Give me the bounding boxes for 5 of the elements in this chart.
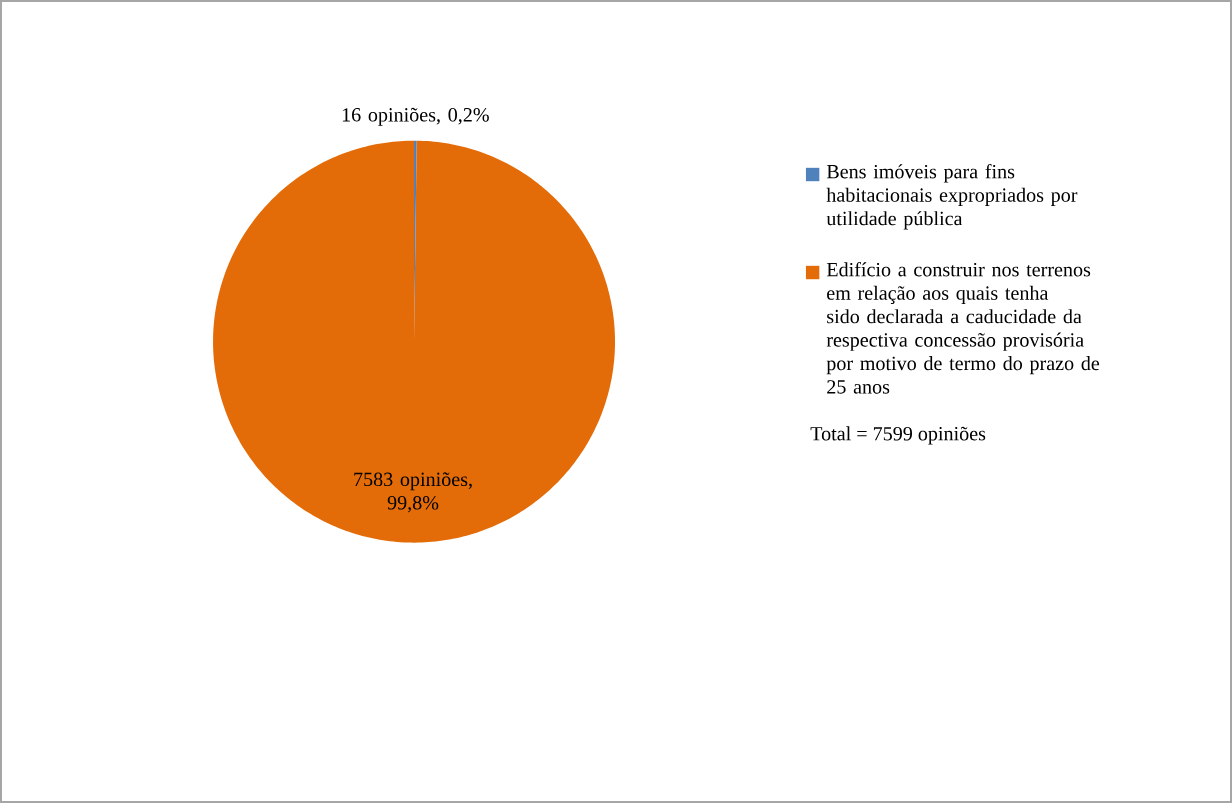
data-label: 7583 opiniões, 99,8%	[354, 472, 472, 513]
text: Total = 7599 opiniões	[810, 426, 986, 445]
data-label: 16 opiniões, 0,2%	[342, 107, 489, 126]
legend-label: Bens imóveis para fins habitacionais expropriados por utilidade pública	[826, 164, 1078, 230]
legend-label: Edifício a construir nos terrenos em relação aos quais tenha sido declarada a caducidade da respectiva concessão provisória por motivo de termo do prazo de 25 anos	[826, 262, 1100, 394]
